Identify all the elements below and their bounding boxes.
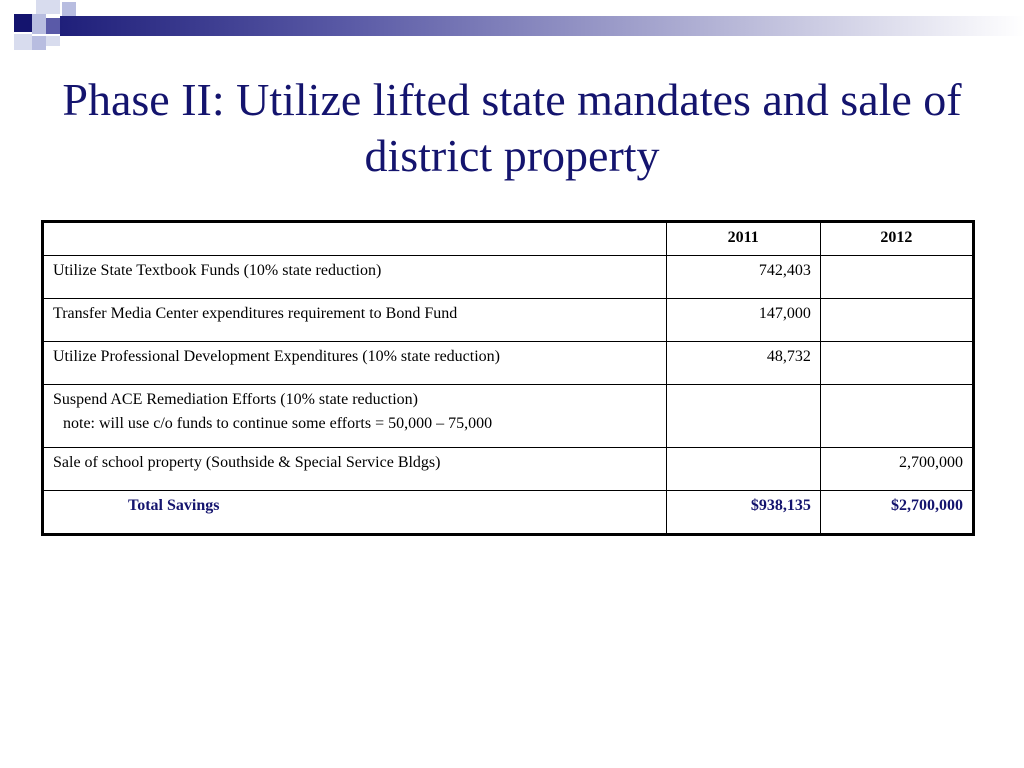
header-cell-2012: 2012 xyxy=(819,221,975,256)
row-value-2011: 147,000 xyxy=(665,298,821,342)
slide-title: Phase II: Utilize lifted state mandates … xyxy=(62,74,962,181)
deco-square xyxy=(46,36,60,46)
row-value-2012: 2,700,000 xyxy=(819,447,975,491)
row-value-2011: 48,732 xyxy=(665,341,821,385)
row-value-2012 xyxy=(819,384,975,448)
deco-square xyxy=(14,14,32,32)
deco-square xyxy=(14,34,32,50)
table-row: Utilize Professional Development Expendi… xyxy=(42,341,975,385)
row-value-2012 xyxy=(819,341,975,385)
row-label: Sale of school property (Southside & Spe… xyxy=(42,447,667,491)
table-row: Sale of school property (Southside & Spe… xyxy=(42,447,975,491)
table-row: Utilize State Textbook Funds (10% state … xyxy=(42,255,975,299)
row-label-cell: Suspend ACE Remediation Efforts (10% sta… xyxy=(42,384,667,448)
deco-square xyxy=(62,2,76,16)
deco-square xyxy=(46,18,60,34)
savings-table: 2011 2012 Utilize State Textbook Funds (… xyxy=(41,220,975,536)
row-value-2012 xyxy=(819,298,975,342)
total-label: Total Savings xyxy=(42,490,667,535)
row-note: note: will use c/o funds to continue som… xyxy=(63,415,493,432)
row-label: Transfer Media Center expenditures requi… xyxy=(42,298,667,342)
row-label: Utilize State Textbook Funds (10% state … xyxy=(42,255,667,299)
header-gradient-bar xyxy=(60,16,1024,36)
header-cell-2011: 2011 xyxy=(665,221,821,256)
row-label: Suspend ACE Remediation Efforts (10% sta… xyxy=(53,391,418,408)
deco-square xyxy=(32,14,46,34)
table-row: Transfer Media Center expenditures requi… xyxy=(42,298,975,342)
total-row: Total Savings $938,135 $2,700,000 xyxy=(42,490,975,535)
savings-table-wrapper: 2011 2012 Utilize State Textbook Funds (… xyxy=(41,220,975,536)
row-value-2012 xyxy=(819,255,975,299)
deco-square xyxy=(36,0,60,14)
header-cell-description xyxy=(42,221,667,256)
table-row: Suspend ACE Remediation Efforts (10% sta… xyxy=(42,384,975,448)
row-label: Utilize Professional Development Expendi… xyxy=(42,341,667,385)
table-header-row: 2011 2012 xyxy=(42,221,975,256)
deco-square xyxy=(32,36,46,50)
row-value-2011: 742,403 xyxy=(665,255,821,299)
row-value-2011 xyxy=(665,447,821,491)
row-value-2011 xyxy=(665,384,821,448)
total-value-2012: $2,700,000 xyxy=(819,490,975,535)
total-value-2011: $938,135 xyxy=(665,490,821,535)
